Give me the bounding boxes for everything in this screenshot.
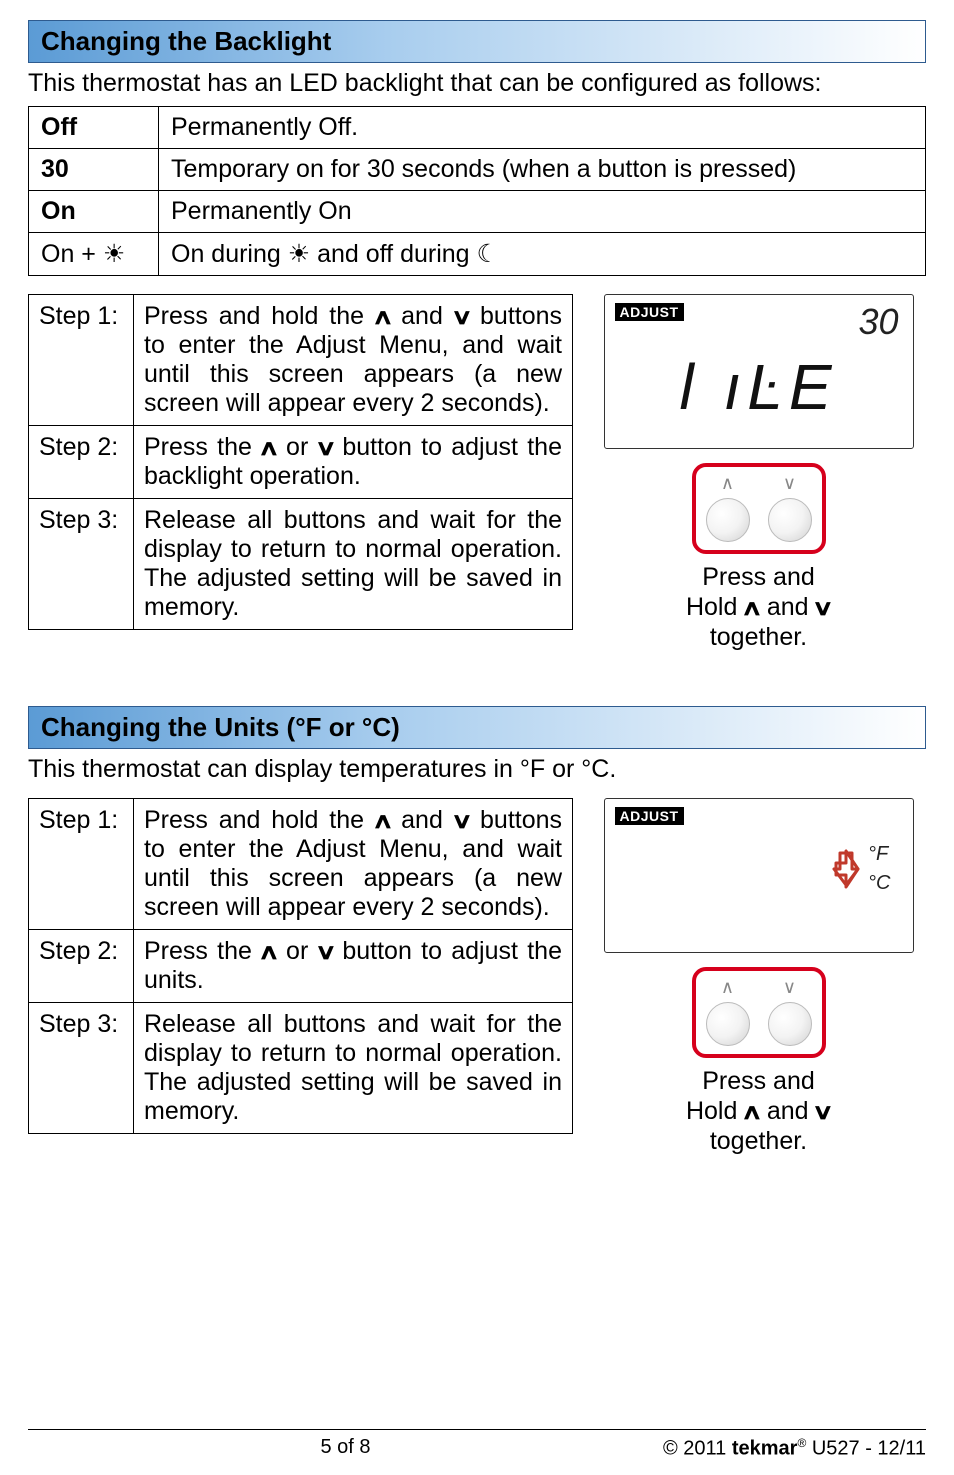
table-row: Step 3: Release all buttons and wait for…	[29, 1003, 573, 1134]
lcd-top-right: 30	[858, 301, 898, 343]
up-button[interactable]: ∧	[706, 977, 750, 1046]
footer-right: © 2011 tekmar® U527 - 12/11	[663, 1436, 926, 1461]
step-label: Step 3:	[29, 499, 134, 630]
chevron-up-icon: ∧	[721, 473, 734, 494]
step-label: Step 1:	[29, 799, 134, 930]
step-label: Step 3:	[29, 1003, 134, 1134]
opt-desc: Permanently On	[159, 191, 926, 233]
step-text: Press and hold the ∧ and ∨ buttons to en…	[134, 295, 573, 426]
backlight-options-table: Off Permanently Off. 30 Temporary on for…	[28, 106, 926, 276]
section-header-units: Changing the Units (°F or °C)	[28, 706, 926, 749]
chevron-up-icon: ∧	[721, 977, 734, 998]
step-text: Release all buttons and wait for the dis…	[134, 1003, 573, 1134]
units-steps-table: Step 1: Press and hold the ∧ and ∨ butto…	[28, 798, 573, 1134]
table-row: Off Permanently Off.	[29, 107, 926, 149]
opt-desc: Temporary on for 30 seconds (when a butt…	[159, 149, 926, 191]
table-row: 30 Temporary on for 30 seconds (when a b…	[29, 149, 926, 191]
page-footer: 5 of 8 © 2011 tekmar® U527 - 12/11	[28, 1429, 926, 1461]
down-button[interactable]: ∨	[768, 473, 812, 542]
button-caption: Press andHold ∧ and ∨together.	[686, 562, 831, 652]
step-label: Step 2:	[29, 426, 134, 499]
table-row: On Permanently On	[29, 191, 926, 233]
step-text: Press the ∧ or ∨ button to adjust the un…	[134, 930, 573, 1003]
opt-key: On	[29, 191, 159, 233]
table-row: Step 1: Press and hold the ∧ and ∨ butto…	[29, 799, 573, 930]
lcd-backlight: ADJUST 30 l ıĿE	[604, 294, 914, 449]
reg-mark: ®	[797, 1436, 806, 1450]
up-button[interactable]: ∧	[706, 473, 750, 542]
opt-key: Off	[29, 107, 159, 149]
section-header-backlight: Changing the Backlight	[28, 20, 926, 63]
backlight-steps-table: Step 1: Press and hold the ∧ and ∨ butto…	[28, 294, 573, 630]
button-box: ∧ ∨	[692, 463, 826, 554]
button-circle	[768, 498, 812, 542]
opt-key: On + ☀	[29, 233, 159, 276]
adjust-label: ADJUST	[615, 303, 684, 321]
down-button[interactable]: ∨	[768, 977, 812, 1046]
table-row: Step 2: Press the ∧ or ∨ button to adjus…	[29, 930, 573, 1003]
page-number: 5 of 8	[320, 1436, 370, 1461]
button-caption: Press andHold ∧ and ∨together.	[686, 1066, 831, 1156]
lcd-main-text: l ıĿE	[605, 350, 913, 424]
brand-name: tekmar	[732, 1438, 798, 1460]
button-circle	[706, 498, 750, 542]
step-text: Release all buttons and wait for the dis…	[134, 499, 573, 630]
intro-backlight: This thermostat has an LED backlight tha…	[28, 69, 926, 98]
lcd-units: ADJUST °F °C	[604, 798, 914, 953]
button-circle	[706, 1002, 750, 1046]
unit-f: °F	[868, 843, 890, 866]
table-row: On + ☀ On during ☀ and off during ☾	[29, 233, 926, 276]
step-text: Press the ∧ or ∨ button to adjust the ba…	[134, 426, 573, 499]
chevron-down-icon: ∨	[783, 977, 796, 998]
chevron-down-icon: ∨	[783, 473, 796, 494]
table-row: Step 3: Release all buttons and wait for…	[29, 499, 573, 630]
button-circle	[768, 1002, 812, 1046]
opt-desc: Permanently Off.	[159, 107, 926, 149]
table-row: Step 2: Press the ∧ or ∨ button to adjus…	[29, 426, 573, 499]
opt-desc: On during ☀ and off during ☾	[159, 233, 926, 276]
step-label: Step 1:	[29, 295, 134, 426]
button-box: ∧ ∨	[692, 967, 826, 1058]
table-row: Step 1: Press and hold the ∧ and ∨ butto…	[29, 295, 573, 426]
opt-key: 30	[29, 149, 159, 191]
adjust-label: ADJUST	[615, 807, 684, 825]
intro-units: This thermostat can display temperatures…	[28, 755, 926, 784]
unit-c: °C	[868, 872, 890, 895]
swap-arrow-icon	[832, 847, 862, 891]
step-text: Press and hold the ∧ and ∨ buttons to en…	[134, 799, 573, 930]
step-label: Step 2:	[29, 930, 134, 1003]
